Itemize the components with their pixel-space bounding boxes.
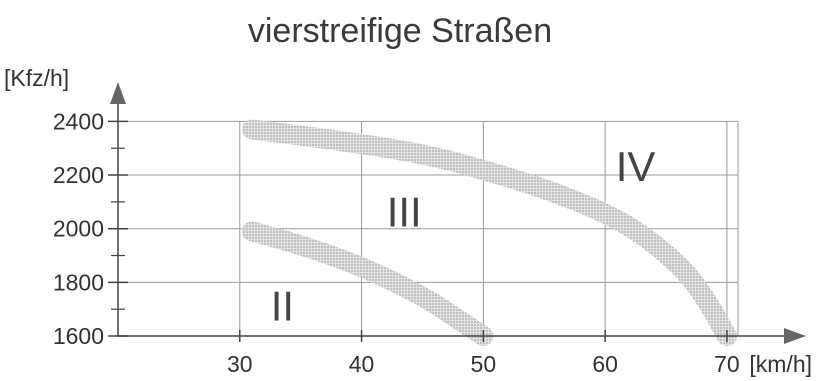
bands [242,119,737,346]
region-label-II: II [271,282,294,329]
grid [118,120,739,336]
y-tick-label-1600: 1600 [53,323,104,349]
x-axis-label: [km/h] [749,351,812,377]
region-label-III: III [387,189,422,236]
y-axis-label: [Kfz/h] [4,65,69,91]
x-tick-label-30: 30 [227,351,253,377]
x-tick-label-70: 70 [714,351,740,377]
chart-title: vierstreifige Straßen [247,12,553,50]
x-axis-arrow-icon [784,328,806,344]
x-tick-label-60: 60 [592,351,618,377]
y-tick-label-2000: 2000 [53,216,104,242]
band-series-2 [242,119,737,346]
ticks: 1600 1800 2000 2200 2400 30 40 50 60 70 [53,108,740,377]
region-label-IV: IV [616,143,656,190]
y-tick-label-2400: 2400 [53,108,104,134]
x-tick-label-50: 50 [471,351,497,377]
axes [110,82,806,344]
band-series-1 [242,221,494,346]
y-tick-label-1800: 1800 [53,269,104,295]
y-tick-label-2200: 2200 [53,162,104,188]
x-tick-label-40: 40 [349,351,375,377]
y-axis-arrow-icon [110,82,126,104]
